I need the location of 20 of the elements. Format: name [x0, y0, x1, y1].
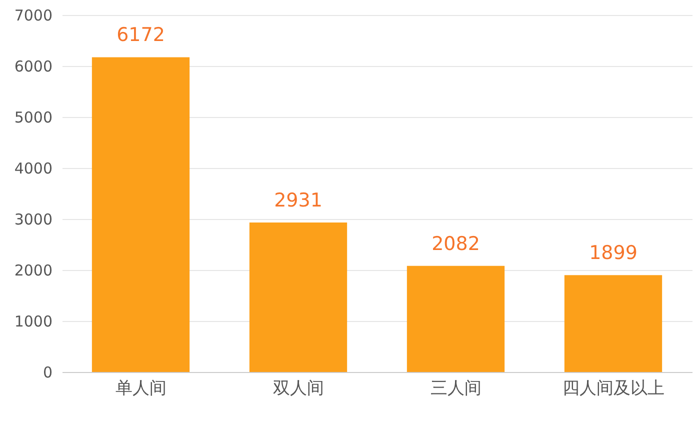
y-tick-label: 3000	[14, 210, 52, 228]
data-label: 2931	[274, 190, 322, 212]
data-label: 2082	[432, 232, 480, 255]
y-tick-label: 7000	[14, 6, 52, 24]
bar	[249, 222, 348, 372]
data-label: 6172	[116, 24, 165, 46]
bar	[564, 275, 662, 372]
y-tick-label: 0	[42, 364, 52, 382]
bar	[406, 266, 505, 372]
bar	[92, 57, 190, 372]
x-tick-label: 双人间	[272, 378, 324, 398]
x-tick-label: 四人间及以上	[562, 378, 664, 398]
y-tick-label: 4000	[14, 160, 52, 178]
data-label: 1899	[589, 242, 638, 264]
y-tick-label: 5000	[14, 108, 52, 126]
y-tick-label: 2000	[14, 262, 52, 280]
x-tick-label: 单人间	[115, 378, 166, 398]
x-tick-label: 三人间	[430, 378, 482, 398]
y-tick-label: 6000	[14, 58, 52, 76]
y-tick-label: 1000	[14, 312, 52, 330]
